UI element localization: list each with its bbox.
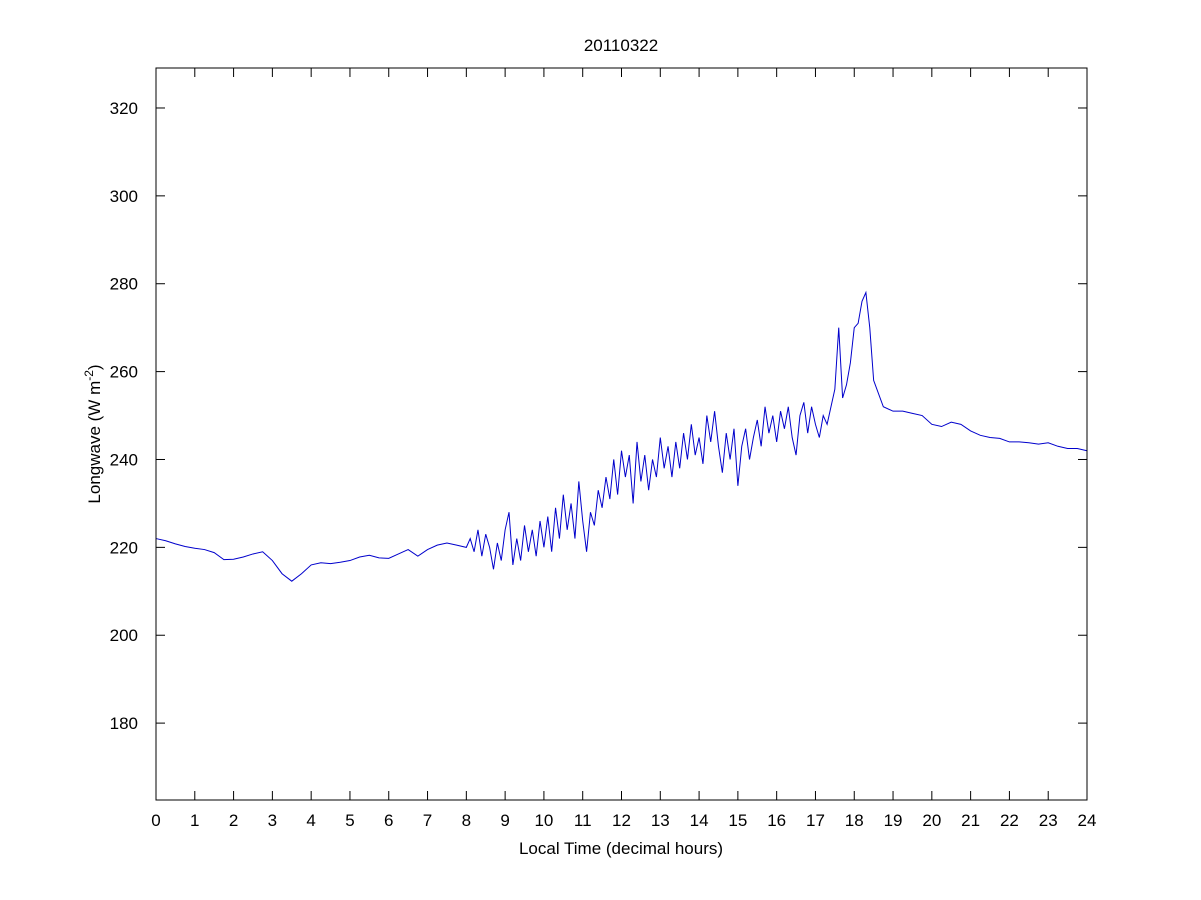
x-tick-label: 4 [306, 811, 315, 830]
x-tick-label: 1 [190, 811, 199, 830]
x-tick-label: 2 [229, 811, 238, 830]
x-tick-label: 17 [806, 811, 825, 830]
x-tick-label: 7 [423, 811, 432, 830]
y-tick-label: 240 [110, 450, 138, 469]
x-tick-label: 21 [961, 811, 980, 830]
x-tick-label: 19 [884, 811, 903, 830]
x-axis-label: Local Time (decimal hours) [519, 839, 723, 858]
y-label-close: ) [85, 364, 104, 370]
x-tick-label: 10 [534, 811, 553, 830]
x-tick-label: 0 [151, 811, 160, 830]
x-tick-label: 12 [612, 811, 631, 830]
x-tick-label: 14 [690, 811, 709, 830]
x-tick-label: 6 [384, 811, 393, 830]
x-tick-label: 24 [1078, 811, 1097, 830]
y-tick-label: 280 [110, 275, 138, 294]
x-tick-label: 11 [574, 811, 592, 830]
y-tick-label: 260 [110, 363, 138, 382]
y-axis-label: Longwave (W m-2) [82, 364, 104, 503]
x-tick-label: 23 [1039, 811, 1058, 830]
x-tick-label: 13 [651, 811, 670, 830]
axes-box [155, 67, 1088, 801]
x-tick-label: 9 [500, 811, 509, 830]
data-line [155, 290, 1088, 582]
x-tick-label: 3 [268, 811, 277, 830]
x-tick-label: 20 [922, 811, 941, 830]
y-label-superscript: -2 [82, 370, 96, 381]
x-tick-label: 22 [1000, 811, 1019, 830]
chart-title: 20110322 [584, 36, 658, 55]
y-tick-label: 220 [110, 538, 138, 557]
x-tick-label: 8 [462, 811, 471, 830]
x-tick-label: 5 [345, 811, 354, 830]
y-tick-label: 180 [110, 714, 138, 733]
x-tick-label: 16 [767, 811, 786, 830]
x-tick-label: 18 [845, 811, 864, 830]
x-tick-label: 15 [728, 811, 747, 830]
y-tick-label: 200 [110, 626, 138, 645]
y-tick-label: 320 [110, 99, 138, 118]
y-tick-label: 300 [110, 187, 138, 206]
y-label-text: Longwave (W m [85, 381, 104, 504]
